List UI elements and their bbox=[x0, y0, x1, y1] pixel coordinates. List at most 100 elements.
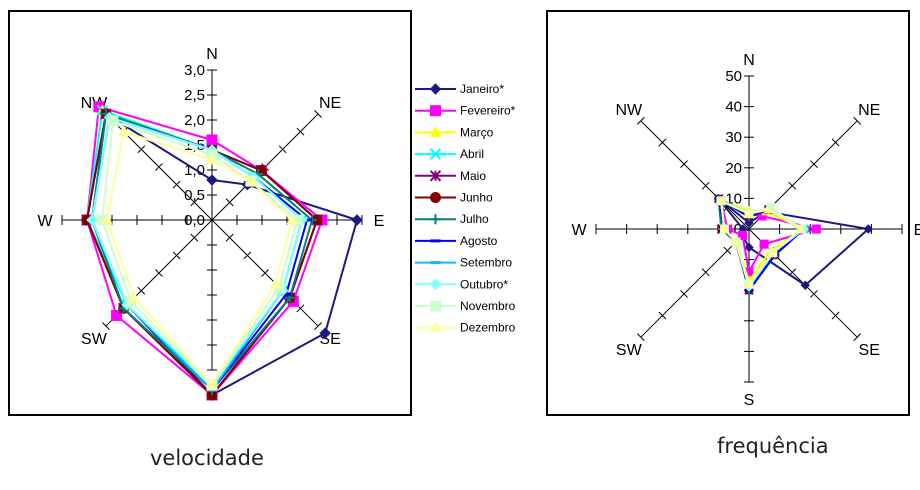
frequencia-point-dezembro bbox=[763, 204, 774, 214]
frequencia-axis-tick bbox=[853, 116, 862, 125]
velocidade-point-fevereiro bbox=[206, 134, 218, 146]
velocidade-axis-tick bbox=[278, 145, 287, 154]
legend-marker-abril bbox=[429, 148, 442, 160]
velocidade-direction-label-sw: SW bbox=[81, 331, 108, 348]
velocidade-point-dezembro bbox=[245, 175, 257, 186]
legend-label-fevereiro: Fevereiro* bbox=[460, 104, 516, 118]
velocidade-point-fevereiro bbox=[111, 309, 123, 321]
frequencia-tick-label: 40 bbox=[725, 99, 742, 116]
velocidade-radar-chart: NNEESESSWWNW3,02,52,01,51,00,50,0 bbox=[37, 46, 385, 401]
velocidade-axis-tick bbox=[243, 251, 252, 260]
velocidade-series-line-julho bbox=[91, 112, 313, 391]
velocidade-axis-tick bbox=[190, 233, 199, 242]
legend-item-fevereiro: Fevereiro* bbox=[415, 104, 516, 118]
velocidade-series-dezembro bbox=[101, 125, 298, 390]
velocidade-caption: velocidade bbox=[150, 446, 264, 470]
velocidade-series-line-outubro bbox=[91, 116, 303, 386]
velocidade-chart-frame bbox=[8, 10, 412, 416]
chart-legend: Janeiro* Fevereiro* Março Abril Maio Junho Jul… bbox=[415, 82, 516, 335]
frequencia-point-dezembro bbox=[767, 247, 778, 257]
legend-label-maio: Maio bbox=[460, 169, 486, 183]
velocidade-tick-label: 2,0 bbox=[184, 112, 205, 129]
legend-item-agosto: Agosto bbox=[415, 234, 498, 248]
velocidade-axis-tick bbox=[137, 286, 146, 295]
frequencia-tick-label: 30 bbox=[725, 129, 742, 146]
velocidade-point-outubro bbox=[86, 214, 98, 226]
velocidade-point-janeiro bbox=[319, 327, 331, 339]
frequencia-axis-tick bbox=[810, 290, 818, 298]
frequencia-caption: frequência bbox=[717, 434, 829, 458]
legend-label-agosto: Agosto bbox=[460, 234, 498, 248]
frequencia-series-dezembro bbox=[716, 195, 806, 288]
frequencia-point-dezembro bbox=[716, 195, 726, 205]
velocidade-axis-tick bbox=[155, 269, 163, 277]
frequencia-point-janeiro bbox=[863, 224, 874, 234]
legend-item-janeiro: Janeiro* bbox=[415, 82, 504, 96]
frequencia-point-dezembro bbox=[744, 279, 754, 288]
frequencia-direction-label-e: E bbox=[914, 222, 920, 239]
frequencia-point-fevereiro bbox=[738, 230, 748, 240]
velocidade-axis-tick bbox=[261, 269, 269, 277]
legend-item-junho: Junho bbox=[415, 191, 493, 205]
velocidade-axis-tick bbox=[102, 322, 110, 330]
velocidade-axis-tick bbox=[155, 163, 163, 171]
velocidade-point-dezembro bbox=[206, 378, 218, 390]
legend-label-abril: Abril bbox=[460, 147, 484, 161]
frequencia-point-dezembro bbox=[744, 208, 754, 218]
velocidade-tick-label: 0,5 bbox=[184, 187, 205, 204]
velocidade-direction-label-e: E bbox=[374, 213, 385, 230]
legend-marker-junho bbox=[430, 192, 441, 203]
frequencia-axis-tick bbox=[680, 290, 688, 298]
frequencia-direction-label-n: N bbox=[743, 52, 755, 69]
velocidade-point-novembro bbox=[107, 115, 119, 127]
frequencia-axis-tick bbox=[680, 160, 688, 168]
frequencia-tick-label: 20 bbox=[725, 160, 742, 177]
velocidade-direction-label-w: W bbox=[37, 213, 53, 230]
frequencia-point-janeiro bbox=[744, 242, 754, 253]
frequencia-axis-tick bbox=[658, 138, 667, 147]
velocidade-tick-label: 2,5 bbox=[184, 87, 205, 104]
frequencia-axis-tick bbox=[788, 181, 797, 190]
legend-item-outubro: Outubro* bbox=[415, 277, 508, 291]
velocidade-tick-label: 0,0 bbox=[184, 212, 205, 229]
velocidade-axis-tick bbox=[314, 110, 322, 118]
legend-marker-maio bbox=[429, 170, 442, 182]
frequencia-axis-tick bbox=[658, 311, 667, 320]
legend-label-novembro: Novembro bbox=[460, 299, 516, 313]
velocidade-series-novembro bbox=[96, 115, 303, 391]
velocidade-series-janeiro bbox=[86, 108, 363, 401]
frequencia-axis-tick bbox=[810, 160, 818, 168]
legend-marker-dezembro bbox=[429, 321, 442, 333]
velocidade-direction-label-ne: NE bbox=[319, 95, 341, 112]
legend-label-janeiro: Janeiro* bbox=[460, 82, 504, 96]
legend-label-junho: Junho bbox=[460, 191, 493, 205]
frequencia-axis-tick bbox=[831, 138, 840, 147]
frequencia-point-dezembro bbox=[731, 236, 741, 246]
legend-item-marco: Março bbox=[415, 125, 494, 139]
legend-marker-fevereiro bbox=[430, 105, 441, 117]
frequencia-direction-label-nw: NW bbox=[615, 102, 643, 119]
velocidade-series-line-novembro bbox=[101, 120, 298, 386]
frequencia-axis-tick bbox=[636, 333, 645, 342]
legend-marker-janeiro bbox=[429, 83, 442, 95]
velocidade-tick-label: 3,0 bbox=[184, 62, 205, 79]
velocidade-point-dezembro bbox=[286, 213, 298, 225]
velocidade-axis-tick bbox=[190, 198, 199, 207]
frequencia-point-janeiro bbox=[800, 280, 810, 290]
frequencia-chart-frame bbox=[546, 10, 910, 416]
frequencia-axis-tick bbox=[701, 181, 710, 190]
legend-marker-marco bbox=[429, 126, 442, 137]
frequencia-axis-tick bbox=[723, 246, 732, 255]
legend-marker-outubro bbox=[429, 278, 442, 291]
frequencia-axis-tick bbox=[831, 311, 840, 320]
frequencia-direction-label-sw: SW bbox=[616, 342, 643, 359]
velocidade-series-agosto bbox=[87, 115, 312, 392]
frequencia-point-janeiro bbox=[744, 218, 754, 228]
legend-item-dezembro: Dezembro bbox=[415, 321, 516, 335]
frequencia-direction-label-w: W bbox=[571, 222, 587, 239]
velocidade-axis-tick bbox=[225, 198, 234, 207]
velocidade-point-junho bbox=[255, 165, 267, 177]
frequencia-tick-label: 50 bbox=[725, 68, 742, 85]
legend-item-maio: Maio bbox=[415, 169, 486, 183]
